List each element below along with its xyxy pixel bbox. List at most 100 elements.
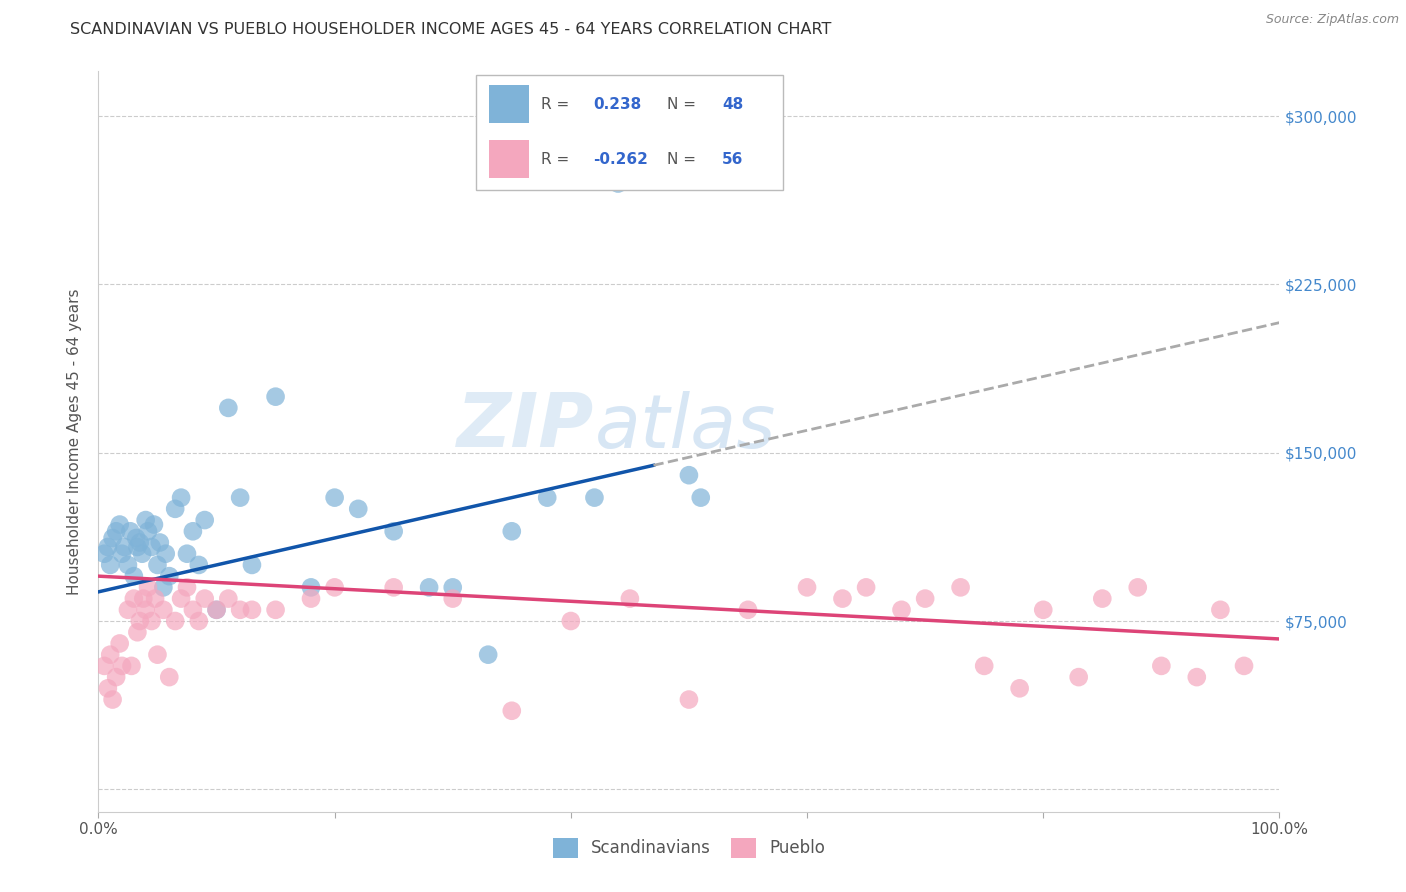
Point	[607, 177, 630, 191]
Point	[1008, 681, 1031, 696]
Point	[135, 513, 157, 527]
Point	[128, 614, 150, 628]
Point	[619, 591, 641, 606]
Point	[128, 535, 150, 549]
Point	[105, 670, 128, 684]
Point	[187, 558, 209, 572]
Point	[152, 580, 174, 594]
Point	[1067, 670, 1090, 684]
Point	[98, 558, 121, 572]
Point	[97, 681, 120, 696]
Point	[477, 648, 499, 662]
Point	[146, 558, 169, 572]
Point	[97, 540, 120, 554]
Point	[382, 580, 405, 594]
Point	[93, 659, 115, 673]
Point	[205, 603, 228, 617]
Point	[187, 614, 209, 628]
Point	[678, 692, 700, 706]
Point	[181, 603, 204, 617]
Point	[122, 591, 145, 606]
Point	[501, 524, 523, 539]
Point	[229, 491, 252, 505]
Point	[176, 580, 198, 594]
Point	[157, 670, 180, 684]
Point	[890, 603, 912, 617]
Point	[831, 591, 853, 606]
Point	[117, 603, 139, 617]
Point	[382, 524, 405, 539]
Point	[141, 540, 163, 554]
Point	[194, 591, 217, 606]
Point	[1185, 670, 1208, 684]
Point	[217, 401, 239, 415]
Point	[973, 659, 995, 673]
Point	[143, 591, 166, 606]
Point	[152, 603, 174, 617]
Point	[101, 692, 124, 706]
Text: SCANDINAVIAN VS PUEBLO HOUSEHOLDER INCOME AGES 45 - 64 YEARS CORRELATION CHART: SCANDINAVIAN VS PUEBLO HOUSEHOLDER INCOM…	[70, 22, 832, 37]
Text: Source: ZipAtlas.com: Source: ZipAtlas.com	[1265, 13, 1399, 27]
Point	[132, 591, 155, 606]
Point	[205, 603, 228, 617]
Point	[737, 603, 759, 617]
Point	[127, 540, 149, 554]
Point	[149, 535, 172, 549]
Point	[689, 491, 711, 505]
Point	[299, 580, 322, 594]
Point	[135, 603, 157, 617]
Point	[170, 591, 193, 606]
Legend: Scandinavians, Pueblo: Scandinavians, Pueblo	[544, 830, 834, 866]
Point	[1032, 603, 1054, 617]
Point	[98, 648, 121, 662]
Point	[111, 659, 134, 673]
Point	[796, 580, 818, 594]
Point	[229, 603, 252, 617]
Point	[120, 524, 142, 539]
Y-axis label: Householder Income Ages 45 - 64 years: Householder Income Ages 45 - 64 years	[67, 288, 83, 595]
Point	[108, 636, 131, 650]
Point	[165, 614, 187, 628]
Point	[121, 659, 143, 673]
Point	[536, 491, 558, 505]
Point	[264, 603, 287, 617]
Point	[125, 531, 148, 545]
Point	[117, 558, 139, 572]
Point	[418, 580, 440, 594]
Point	[141, 614, 163, 628]
Point	[101, 531, 124, 545]
Point	[131, 547, 153, 561]
Text: atlas: atlas	[595, 391, 776, 463]
Point	[264, 390, 287, 404]
Point	[194, 513, 217, 527]
Point	[240, 603, 263, 617]
Point	[240, 558, 263, 572]
Point	[157, 569, 180, 583]
Point	[949, 580, 972, 594]
Point	[181, 524, 204, 539]
Point	[217, 591, 239, 606]
Point	[176, 547, 198, 561]
Point	[855, 580, 877, 594]
Point	[155, 547, 177, 561]
Point	[136, 580, 159, 594]
Point	[583, 491, 606, 505]
Point	[1091, 591, 1114, 606]
Point	[112, 540, 135, 554]
Point	[323, 491, 346, 505]
Point	[441, 591, 464, 606]
Point	[136, 524, 159, 539]
Point	[165, 501, 187, 516]
Point	[501, 704, 523, 718]
Point	[142, 517, 165, 532]
Point	[146, 648, 169, 662]
Point	[347, 501, 370, 516]
Point	[127, 625, 149, 640]
Point	[560, 614, 582, 628]
Point	[299, 591, 322, 606]
Point	[1233, 659, 1256, 673]
Point	[170, 491, 193, 505]
Point	[441, 580, 464, 594]
Point	[914, 591, 936, 606]
Point	[108, 517, 131, 532]
